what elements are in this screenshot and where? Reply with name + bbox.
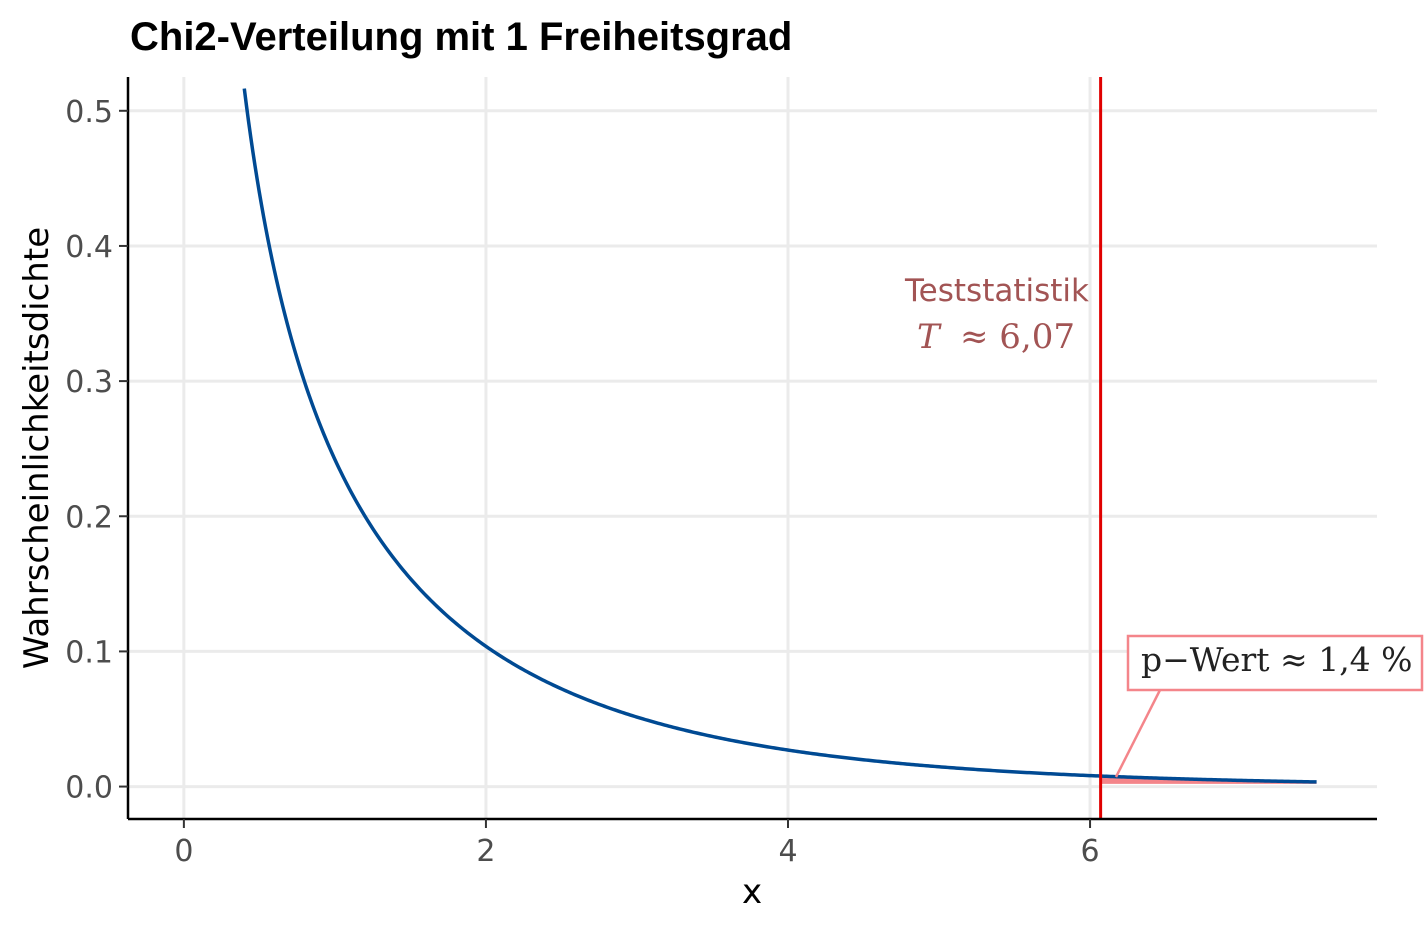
ticks: 0 2 4 6 0.0 0.1 0.2 0.3 0.4 0.5 (65, 95, 1099, 869)
annotations: Teststatistik T ≈ 6,07 p−Wert ≈ 1,4 % (904, 273, 1424, 778)
x-tick-label: 2 (476, 834, 495, 869)
y-tick-label: 0.1 (65, 635, 113, 670)
y-axis-title: Wahrscheinlichkeitsdichte (17, 227, 57, 669)
grid (128, 77, 1377, 819)
chart-title: Chi2-Verteilung mit 1 Freiheitsgrad (130, 15, 792, 59)
pvalue-box (1126, 634, 1424, 692)
density-curve (242, 88, 1317, 784)
x-tick-label: 6 (1081, 834, 1100, 869)
y-tick-label: 0.4 (65, 230, 113, 265)
y-tick-label: 0.0 (65, 771, 113, 806)
pvalue-label: p−Wert ≈ 1,4 % (1141, 640, 1413, 679)
test-statistic-label: Teststatistik (904, 273, 1089, 309)
y-tick-label: 0.5 (65, 95, 113, 130)
pvalue-pointer (1114, 689, 1162, 778)
y-tick-label: 0.2 (65, 500, 113, 535)
y-tick-label: 0.3 (65, 365, 113, 400)
x-tick-label: 4 (778, 834, 797, 869)
axes (126, 77, 1377, 821)
density-curve-layer (242, 88, 1317, 784)
test-statistic-symbol: T (917, 317, 942, 357)
x-axis-title: x (742, 872, 762, 912)
x-tick-label: 0 (174, 834, 193, 869)
test-statistic-value: ≈ 6,07 (960, 317, 1075, 357)
